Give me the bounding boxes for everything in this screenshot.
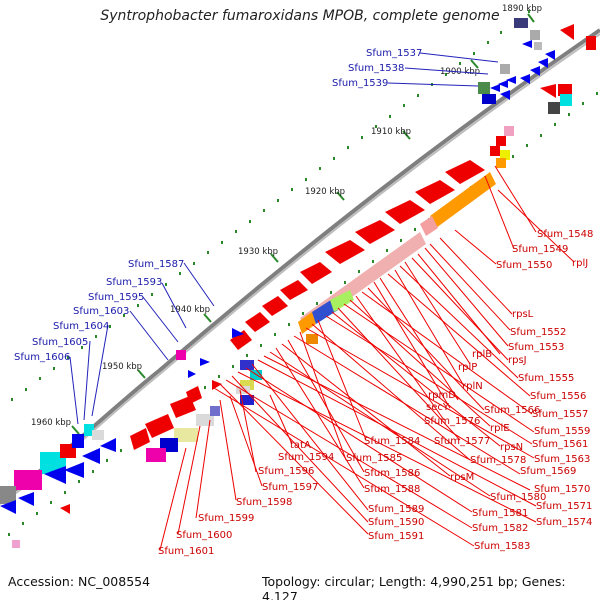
gene-label: Sfum_1581 bbox=[472, 508, 528, 519]
kbp-label-1910: 1910 kbp bbox=[371, 127, 411, 137]
red-leader-lines bbox=[159, 165, 575, 551]
gene-label: Sfum_1584 bbox=[364, 436, 420, 447]
reverse-genes-upper bbox=[490, 24, 596, 168]
gene-label: rplJ bbox=[572, 258, 588, 269]
gene-label: Sfum_1549 bbox=[512, 244, 568, 255]
accession-text: Accession: NC_008554 bbox=[8, 574, 151, 589]
kbp-label-1940: 1940 kbp bbox=[170, 305, 210, 315]
red-gene-labels: Sfum_1548 Sfum_1549 Sfum_1550 rplJ rpsL … bbox=[158, 229, 593, 557]
gene-label: Sfum_1539 bbox=[332, 78, 388, 89]
gene-label: Sfum_1574 bbox=[536, 517, 592, 528]
gene-label: Sfum_1578 bbox=[470, 455, 526, 466]
gene-label: Sfum_1603 bbox=[73, 306, 129, 317]
inner-colored-band bbox=[146, 172, 496, 462]
gene-label: Sfum_1548 bbox=[537, 229, 593, 240]
gene-label: Sfum_1585 bbox=[346, 453, 402, 464]
gene-label: Sfum_1570 bbox=[534, 484, 590, 495]
gene-label: Sfum_1599 bbox=[198, 513, 254, 524]
gene-label: Sfum_1601 bbox=[158, 546, 214, 557]
gene-label: tatA bbox=[290, 440, 311, 451]
gene-label: secY bbox=[426, 402, 450, 413]
gene-label: Sfum_1591 bbox=[368, 531, 424, 542]
gene-label: rplB bbox=[472, 349, 492, 360]
gene-label: rpsL bbox=[512, 309, 534, 320]
kbp-label-1930: 1930 kbp bbox=[238, 247, 278, 257]
tick-dots-outer bbox=[11, 10, 530, 401]
gene-label: rplP bbox=[458, 362, 477, 373]
gene-label: Sfum_1553 bbox=[508, 342, 564, 353]
gene-label: Sfum_1583 bbox=[474, 541, 530, 552]
gene-label: Sfum_1596 bbox=[258, 466, 314, 477]
gene-label: Sfum_1598 bbox=[236, 497, 292, 508]
gene-label: Sfum_1566 bbox=[484, 405, 540, 416]
gene-label: rpsN bbox=[500, 442, 523, 453]
gene-label: Sfum_1555 bbox=[518, 373, 574, 384]
gene-label: rpsM bbox=[450, 472, 474, 483]
gene-label: Sfum_1537 bbox=[366, 48, 422, 59]
gene-label: Sfum_1595 bbox=[88, 292, 144, 303]
gene-label: Sfum_1576 bbox=[424, 416, 480, 427]
gene-label: Sfum_1557 bbox=[532, 409, 588, 420]
forward-genes-upper bbox=[478, 18, 555, 104]
reverse-genes-band bbox=[130, 160, 485, 450]
gene-label: Sfum_1604 bbox=[53, 321, 109, 332]
gene-label: Sfum_1563 bbox=[534, 454, 590, 465]
gene-label: Sfum_1593 bbox=[106, 277, 162, 288]
forward-genes-lower bbox=[0, 328, 244, 548]
kbp-label-1920: 1920 kbp bbox=[305, 187, 345, 197]
gene-label: Sfum_1605 bbox=[32, 337, 88, 348]
blue-gene-labels: Sfum_1537 Sfum_1538 Sfum_1539 Sfum_1587 … bbox=[14, 48, 422, 363]
gene-label: Sfum_1550 bbox=[496, 260, 552, 271]
gene-label: Sfum_1590 bbox=[368, 517, 424, 528]
gene-label: Sfum_1569 bbox=[520, 466, 576, 477]
gene-label: Sfum_1597 bbox=[262, 482, 318, 493]
gene-label: Sfum_1586 bbox=[364, 468, 420, 479]
gene-label: Sfum_1538 bbox=[348, 63, 404, 74]
gene-label: rplE bbox=[490, 423, 510, 434]
map-title: Syntrophobacter fumaroxidans MPOB, compl… bbox=[100, 8, 500, 24]
gene-label: Sfum_1600 bbox=[176, 530, 232, 541]
gene-label: Sfum_1556 bbox=[530, 391, 586, 402]
gene-label: Sfum_1594 bbox=[278, 452, 334, 463]
gene-label: Sfum_1606 bbox=[14, 352, 70, 363]
kbp-label-1960: 1960 kbp bbox=[31, 418, 71, 428]
gene-label: Sfum_1571 bbox=[536, 501, 592, 512]
gene-label: Sfum_1582 bbox=[472, 523, 528, 534]
topology-text: Topology: circular; Length: 4,990,251 bp… bbox=[262, 574, 566, 600]
blue-leader-lines bbox=[69, 52, 499, 425]
gene-label: Sfum_1552 bbox=[510, 327, 566, 338]
gene-label: Sfum_1580 bbox=[490, 492, 546, 503]
gene-label: Sfum_1561 bbox=[532, 439, 588, 450]
gene-label: Sfum_1588 bbox=[364, 484, 420, 495]
gene-label: Sfum_1559 bbox=[534, 426, 590, 437]
gene-label: Sfum_1577 bbox=[434, 436, 490, 447]
gene-label: Sfum_1589 bbox=[368, 504, 424, 515]
gene-label: rpsJ bbox=[508, 355, 527, 366]
kbp-label-1890: 1890 kbp bbox=[502, 4, 542, 14]
gene-label: rplN bbox=[462, 381, 483, 392]
gene-label: rpmD bbox=[428, 390, 456, 401]
kbp-label-1950: 1950 kbp bbox=[102, 362, 142, 372]
gene-label: Sfum_1587 bbox=[128, 259, 184, 270]
